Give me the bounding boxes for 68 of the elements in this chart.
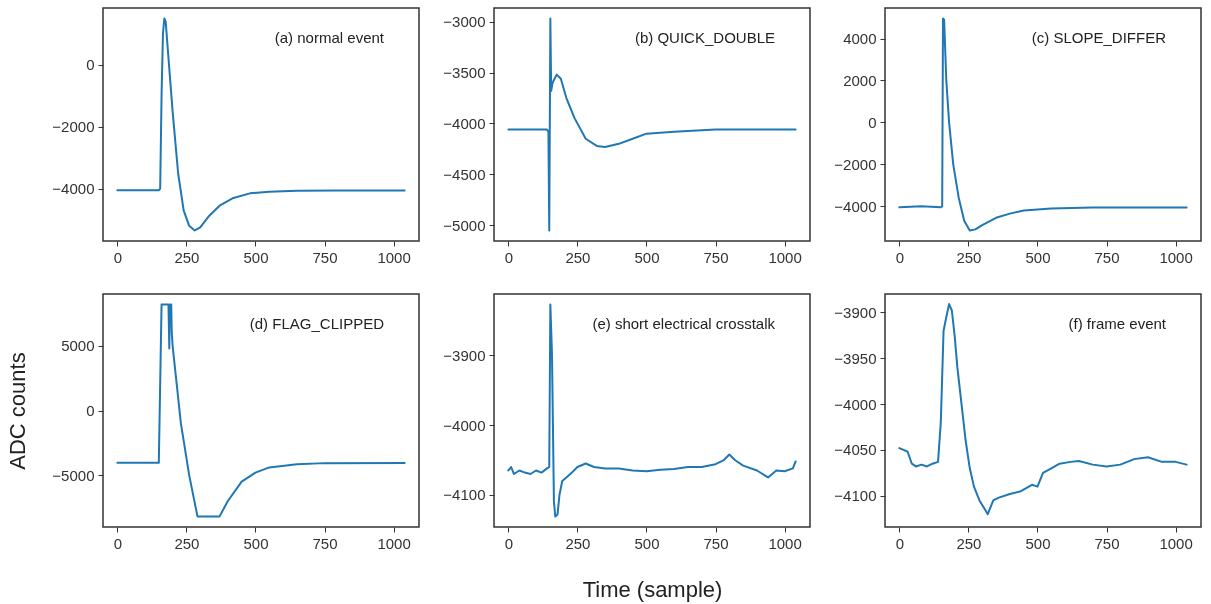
y-tick-label: 0 [86,402,95,419]
y-tick-label: −4000 [834,197,877,215]
y-tick-label: −4000 [443,416,486,434]
x-tick-label: 750 [312,534,338,552]
x-tick-label: 500 [634,534,660,552]
x-tick-label: 1000 [768,248,802,266]
y-tick-label: −4000 [443,114,486,132]
annotation: (f) frame event [1068,315,1167,332]
x-tick-label: 1000 [1159,248,1193,266]
x-tick-label: 750 [312,248,338,266]
line-series [116,303,406,518]
y-tick-label: −4100 [834,487,877,505]
x-tick-label: 0 [504,534,514,552]
x-tick-label: 750 [703,248,729,266]
x-tick-label: 1000 [768,534,802,552]
x-tick-label: 500 [1025,534,1051,552]
y-axis-title: ADC counts [4,352,30,470]
y-tick-label: 5000 [61,337,95,355]
x-tick-label: 250 [565,534,591,552]
x-tick-label: 1000 [377,248,411,266]
x-tick-label: 500 [243,248,269,266]
x-tick-label: 250 [174,248,200,266]
y-tick-label: −5000 [443,216,486,234]
y-tick-label: −4000 [52,180,95,198]
y-tick-label: −4500 [443,165,486,183]
x-tick-label: 500 [243,534,269,552]
y-tick-label: 2000 [843,71,877,89]
x-tick-label: 1000 [377,534,411,552]
y-tick-label: −5000 [52,466,95,484]
x-axis-title: Time (sample) [582,576,723,602]
x-tick-label: 250 [174,534,200,552]
x-tick-label: 0 [895,534,905,552]
x-tick-label: 250 [956,534,982,552]
y-tick-label: −3900 [443,346,486,364]
y-tick-label: −3900 [834,303,877,321]
annotation: (c) SLOPE_DIFFER [1031,29,1167,46]
x-tick-label: 500 [1025,248,1051,266]
y-tick-label: −3000 [443,13,486,31]
y-tick-label: −4100 [443,486,486,504]
line-series [116,17,406,232]
y-tick-label: −4050 [834,441,877,459]
x-tick-label: 0 [113,248,123,266]
y-tick-label: −2000 [52,118,95,136]
x-tick-label: 750 [1094,534,1120,552]
line-series [898,303,1188,516]
x-tick-label: 500 [634,248,660,266]
x-tick-label: 250 [565,248,591,266]
annotation: (a) normal event [274,29,385,46]
x-tick-label: 750 [703,534,729,552]
x-tick-label: 0 [113,534,123,552]
annotation: (d) FLAG_CLIPPED [249,315,385,332]
line-series [507,17,797,232]
y-tick-label: 0 [86,56,95,74]
y-tick-label: 0 [868,113,877,131]
x-tick-label: 1000 [1159,534,1193,552]
line-series [898,17,1188,232]
y-tick-label: 4000 [843,30,877,48]
annotation: (e) short electrical crosstalk [592,315,776,332]
y-tick-label: −3950 [834,349,877,367]
x-tick-label: 250 [956,248,982,266]
x-tick-label: 0 [895,248,905,266]
y-tick-label: −3500 [443,64,486,82]
x-tick-label: 750 [1094,248,1120,266]
x-tick-label: 0 [504,248,514,266]
y-tick-label: −4000 [834,395,877,413]
y-tick-label: −2000 [834,155,877,173]
annotation: (b) QUICK_DOUBLE [634,29,775,46]
line-series [507,303,797,518]
